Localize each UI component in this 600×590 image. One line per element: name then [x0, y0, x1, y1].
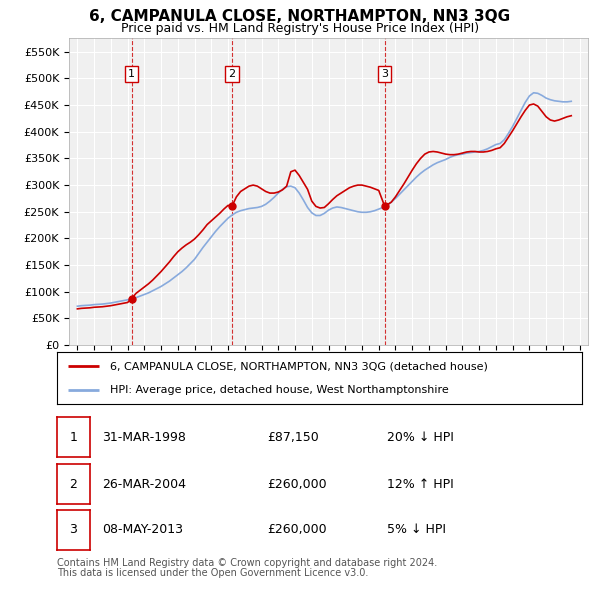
- Text: Contains HM Land Registry data © Crown copyright and database right 2024.: Contains HM Land Registry data © Crown c…: [57, 558, 437, 568]
- Text: 1: 1: [70, 431, 77, 444]
- Text: HPI: Average price, detached house, West Northamptonshire: HPI: Average price, detached house, West…: [110, 385, 448, 395]
- Text: 08-MAY-2013: 08-MAY-2013: [102, 523, 183, 536]
- Text: £87,150: £87,150: [267, 431, 319, 444]
- Text: £260,000: £260,000: [267, 478, 326, 491]
- Text: This data is licensed under the Open Government Licence v3.0.: This data is licensed under the Open Gov…: [57, 568, 368, 578]
- Text: 3: 3: [381, 68, 388, 78]
- Text: 3: 3: [70, 523, 77, 536]
- Text: 26-MAR-2004: 26-MAR-2004: [102, 478, 186, 491]
- Text: £260,000: £260,000: [267, 523, 326, 536]
- Text: 2: 2: [70, 478, 77, 491]
- Text: Price paid vs. HM Land Registry's House Price Index (HPI): Price paid vs. HM Land Registry's House …: [121, 22, 479, 35]
- Text: 6, CAMPANULA CLOSE, NORTHAMPTON, NN3 3QG (detached house): 6, CAMPANULA CLOSE, NORTHAMPTON, NN3 3QG…: [110, 361, 487, 371]
- Text: 2: 2: [229, 68, 235, 78]
- Text: 6, CAMPANULA CLOSE, NORTHAMPTON, NN3 3QG: 6, CAMPANULA CLOSE, NORTHAMPTON, NN3 3QG: [89, 9, 511, 24]
- Text: 20% ↓ HPI: 20% ↓ HPI: [387, 431, 454, 444]
- Text: 5% ↓ HPI: 5% ↓ HPI: [387, 523, 446, 536]
- Text: 1: 1: [128, 68, 135, 78]
- Text: 31-MAR-1998: 31-MAR-1998: [102, 431, 186, 444]
- Text: 12% ↑ HPI: 12% ↑ HPI: [387, 478, 454, 491]
